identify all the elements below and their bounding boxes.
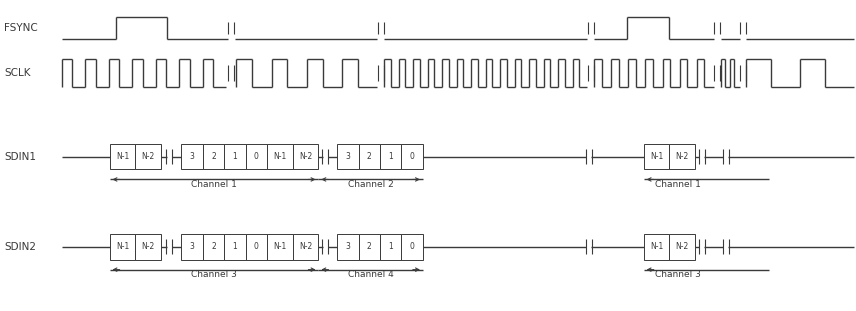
Text: N-1: N-1 xyxy=(650,243,663,251)
Text: 0: 0 xyxy=(410,152,414,161)
Text: Channel 1: Channel 1 xyxy=(655,180,701,189)
Text: 1: 1 xyxy=(389,243,393,251)
Bar xyxy=(181,234,203,260)
Bar xyxy=(110,144,135,169)
Bar xyxy=(337,144,359,169)
Bar xyxy=(644,144,669,169)
Text: 3: 3 xyxy=(346,152,350,161)
Text: 2: 2 xyxy=(211,152,216,161)
Text: N-2: N-2 xyxy=(141,243,155,251)
Bar xyxy=(181,144,203,169)
Bar xyxy=(401,144,423,169)
Text: 2: 2 xyxy=(367,152,372,161)
Bar xyxy=(380,234,401,260)
Bar xyxy=(293,234,318,260)
Text: N-1: N-1 xyxy=(273,152,287,161)
Text: N-2: N-2 xyxy=(299,152,312,161)
Bar xyxy=(246,234,267,260)
Text: N-2: N-2 xyxy=(299,243,312,251)
Bar xyxy=(135,234,161,260)
Text: 3: 3 xyxy=(190,152,194,161)
Text: Channel 3: Channel 3 xyxy=(655,270,701,279)
Text: 2: 2 xyxy=(211,243,216,251)
Text: Channel 4: Channel 4 xyxy=(348,270,394,279)
Text: N-2: N-2 xyxy=(675,152,689,161)
Text: N-1: N-1 xyxy=(273,243,287,251)
Text: 3: 3 xyxy=(190,243,194,251)
Text: N-1: N-1 xyxy=(116,243,129,251)
Bar xyxy=(135,144,161,169)
Bar xyxy=(359,234,380,260)
Bar xyxy=(110,234,135,260)
Text: 1: 1 xyxy=(233,152,237,161)
Bar xyxy=(401,234,423,260)
Bar xyxy=(203,234,224,260)
Bar xyxy=(380,144,401,169)
Text: 3: 3 xyxy=(346,243,350,251)
Text: N-2: N-2 xyxy=(675,243,689,251)
Bar xyxy=(267,144,293,169)
Bar xyxy=(337,234,359,260)
Text: Channel 1: Channel 1 xyxy=(191,180,237,189)
Bar xyxy=(224,144,246,169)
Text: Channel 2: Channel 2 xyxy=(348,180,394,189)
Text: SDIN1: SDIN1 xyxy=(4,152,36,162)
Text: 0: 0 xyxy=(254,152,259,161)
Text: FSYNC: FSYNC xyxy=(4,23,38,33)
Text: 0: 0 xyxy=(410,243,414,251)
Bar xyxy=(246,144,267,169)
Text: Channel 3: Channel 3 xyxy=(191,270,237,279)
Bar xyxy=(669,234,695,260)
Bar xyxy=(644,234,669,260)
Bar xyxy=(359,144,380,169)
Bar xyxy=(293,144,318,169)
Bar xyxy=(267,234,293,260)
Text: SCLK: SCLK xyxy=(4,68,31,78)
Text: N-1: N-1 xyxy=(650,152,663,161)
Text: 2: 2 xyxy=(367,243,372,251)
Text: N-2: N-2 xyxy=(141,152,155,161)
Text: N-1: N-1 xyxy=(116,152,129,161)
Text: SDIN2: SDIN2 xyxy=(4,242,36,252)
Text: 1: 1 xyxy=(233,243,237,251)
Bar xyxy=(669,144,695,169)
Bar xyxy=(203,144,224,169)
Text: 1: 1 xyxy=(389,152,393,161)
Text: 0: 0 xyxy=(254,243,259,251)
Bar xyxy=(224,234,246,260)
